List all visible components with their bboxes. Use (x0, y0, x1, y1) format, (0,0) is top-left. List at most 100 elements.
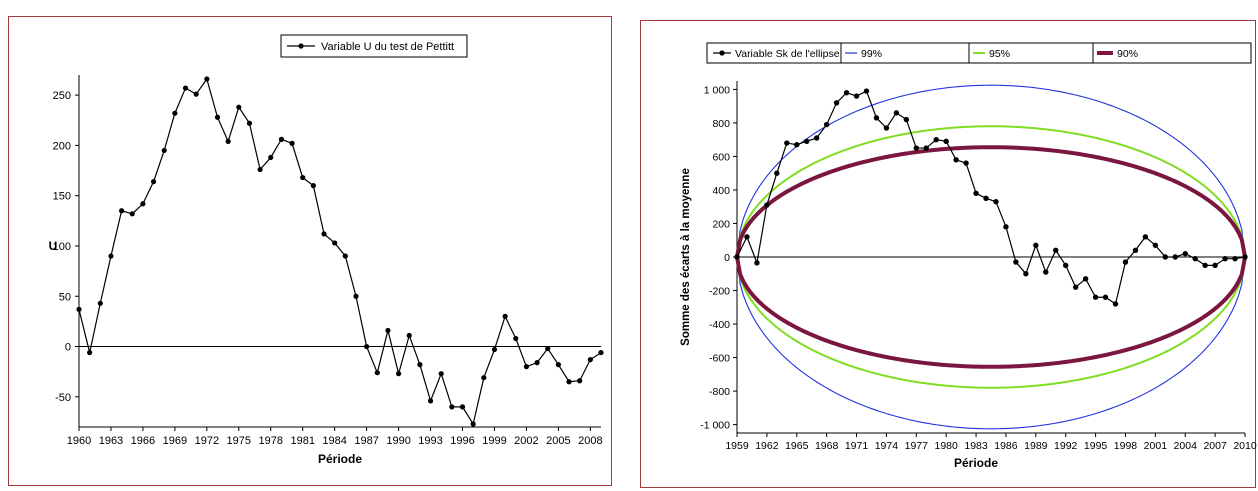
y-tick-label: -200 (709, 286, 730, 298)
legend-label: 95% (989, 48, 1010, 60)
data-point (1192, 255, 1198, 262)
data-point (481, 375, 487, 381)
x-tick-label: 1990 (386, 435, 410, 447)
data-point (744, 234, 750, 240)
legend-swatch-marker (298, 43, 304, 49)
data-point (863, 88, 870, 94)
y-tick-label: -1 000 (700, 420, 730, 432)
data-point (1043, 269, 1049, 275)
data-point (214, 114, 221, 120)
data-point (1152, 242, 1159, 248)
y-tick-label: 200 (53, 140, 71, 152)
data-point (150, 179, 157, 185)
data-point (257, 166, 263, 173)
y-axis-title: Somme des écarts à la moyenne (680, 168, 692, 346)
data-point (1013, 259, 1019, 265)
data-point (903, 116, 910, 123)
data-point (374, 370, 380, 376)
x-tick-label: 2008 (578, 435, 602, 447)
y-tick-label: 200 (712, 218, 730, 230)
x-tick-label: 1983 (964, 440, 988, 452)
data-point (97, 300, 103, 306)
data-point (342, 253, 348, 259)
data-point (310, 183, 316, 189)
x-tick-label: 1993 (418, 435, 442, 447)
x-tick-label: 1977 (905, 440, 929, 452)
x-tick-label: 1968 (815, 440, 839, 452)
x-tick-label: 1966 (131, 435, 155, 447)
x-tick-label: 1974 (875, 440, 899, 452)
data-point (1092, 294, 1099, 300)
data-point (438, 371, 444, 377)
x-tick-label: 1971 (845, 440, 869, 452)
data-point (923, 145, 929, 151)
data-point (246, 120, 253, 126)
legend-swatch-marker (719, 50, 725, 56)
x-tick-label: 1972 (195, 435, 219, 447)
data-point (491, 346, 498, 353)
x-tick-label: 2010 (1233, 440, 1257, 452)
data-point (764, 202, 770, 208)
x-tick-label: 1998 (1114, 440, 1138, 452)
data-point (1023, 271, 1029, 277)
y-tick-label: 1 000 (704, 84, 730, 96)
data-point (1102, 294, 1109, 300)
y-tick-label: -800 (709, 386, 730, 398)
x-tick-label: 1963 (99, 435, 123, 447)
data-point (1112, 301, 1119, 307)
data-point (459, 404, 466, 410)
data-point (129, 211, 135, 217)
data-point (534, 360, 540, 366)
data-point (300, 174, 306, 181)
y-tick-label: 150 (53, 191, 71, 203)
x-tick-label: 1987 (354, 435, 378, 447)
data-point (1142, 234, 1149, 240)
x-tick-label: 1962 (755, 440, 779, 452)
data-point (87, 349, 93, 356)
data-point (406, 332, 412, 339)
data-point (1082, 276, 1089, 282)
data-point (734, 254, 740, 260)
x-tick-label: 1992 (1054, 440, 1078, 452)
data-point (225, 138, 231, 144)
data-point (289, 140, 295, 146)
data-point (883, 125, 890, 131)
data-point (823, 121, 830, 128)
data-point (76, 306, 82, 312)
legend-box (280, 34, 468, 58)
x-tick-label: 1989 (1024, 440, 1048, 452)
data-point (853, 93, 860, 99)
y-tick-label: 600 (712, 151, 730, 163)
y-tick-label: 50 (59, 291, 71, 303)
y-tick-label: -50 (55, 392, 71, 404)
data-point (873, 115, 880, 121)
data-point (566, 379, 572, 385)
data-point (513, 335, 519, 342)
data-point (321, 231, 327, 237)
data-point (182, 85, 189, 91)
data-point (1063, 262, 1069, 269)
x-tick-label: 1999 (482, 435, 506, 447)
buishand-ellipse-chart-panel: 1 000 800 600 400 200 0 -200 -400 -600 -800 -1 000… (640, 20, 1257, 488)
data-point (893, 110, 900, 116)
x-tick-label: 2002 (514, 435, 538, 447)
data-point (119, 208, 125, 214)
data-point (754, 260, 760, 266)
data-point (1132, 247, 1139, 253)
data-point (1172, 254, 1178, 260)
x-tick-label: 1996 (450, 435, 474, 447)
buishand-ellipse-chart: 1 000 800 600 400 200 0 -200 -400 -600 -800 -1 000… (680, 42, 1257, 470)
x-tick-label: 1986 (994, 440, 1018, 452)
data-point (963, 160, 969, 166)
data-point (983, 195, 989, 202)
y-tick-label: -600 (709, 353, 730, 365)
data-point (804, 138, 810, 145)
pettitt-chart-panel: 250 200 150 100 50 0 -50 1960 1963 1966 1969 1972 19… (8, 16, 612, 486)
y-tick-label: 250 (53, 90, 71, 102)
x-tick-label: 1980 (934, 440, 958, 452)
y-tick-label: 400 (712, 185, 730, 197)
data-point (545, 345, 551, 352)
data-point (332, 240, 338, 246)
legend-label: Variable U du test de Pettitt (321, 41, 454, 53)
data-point (1222, 255, 1228, 262)
